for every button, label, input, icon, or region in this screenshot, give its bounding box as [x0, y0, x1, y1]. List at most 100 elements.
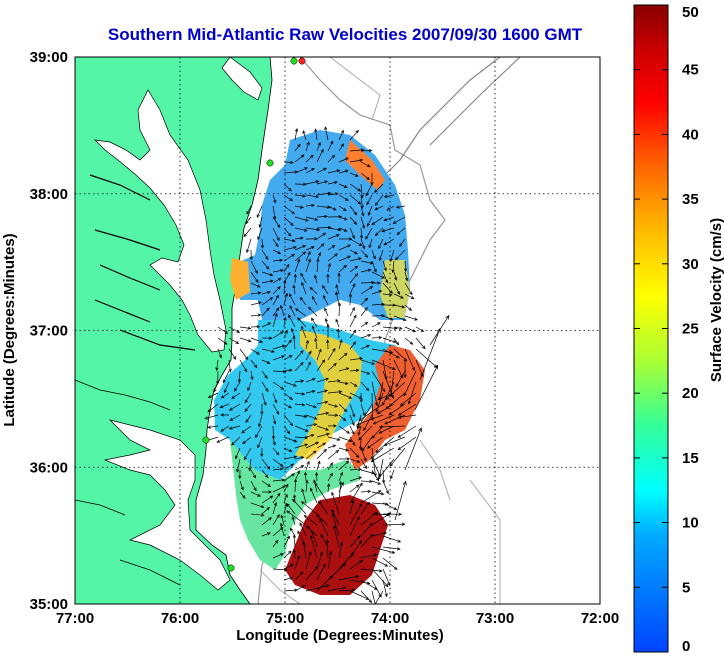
velocity-vector-head	[397, 547, 401, 551]
velocity-vector-head	[247, 339, 252, 343]
velocity-vector-head	[306, 141, 310, 146]
velocity-vector	[249, 458, 252, 471]
velocity-vector	[327, 462, 333, 471]
velocity-vector-head	[280, 269, 284, 273]
velocity-vector	[349, 447, 360, 458]
velocity-vector-head	[299, 571, 304, 576]
velocity-vector-head	[305, 339, 309, 344]
velocity-vector	[293, 549, 296, 559]
velocity-vector	[371, 271, 385, 279]
velocity-vector-head	[366, 164, 371, 168]
velocity-vector-head	[389, 462, 394, 467]
velocity-vector-head	[371, 361, 376, 365]
velocity-vector	[261, 359, 270, 364]
velocity-vector	[375, 227, 384, 236]
velocity-vector	[331, 509, 340, 526]
velocity-vector	[382, 546, 401, 550]
velocity-vector-head	[355, 129, 359, 134]
velocity-vector-head	[377, 481, 382, 485]
velocity-vector	[318, 500, 329, 515]
velocity-vector-head	[277, 286, 281, 290]
velocity-vector-head	[409, 341, 414, 345]
velocity-vector-head	[220, 428, 225, 432]
velocity-vector	[286, 503, 296, 515]
velocity-vector-head	[297, 555, 301, 559]
velocity-vector-head	[434, 364, 439, 370]
velocity-vector-head	[380, 492, 385, 496]
velocity-vector	[349, 590, 369, 600]
velocity-vector	[272, 381, 284, 390]
velocity-vector	[258, 414, 263, 427]
velocity-vector	[338, 227, 347, 232]
velocity-vector	[272, 425, 274, 439]
velocity-vector	[242, 436, 252, 444]
velocity-vector	[239, 326, 251, 329]
velocity-vector-head	[286, 503, 290, 507]
velocity-vector-head	[332, 444, 337, 448]
velocity-vector	[359, 403, 384, 421]
velocity-vector-head	[371, 221, 375, 226]
velocity-vector	[327, 234, 340, 240]
velocity-vector-head	[248, 467, 252, 472]
x-tick-label: 73:00	[476, 610, 514, 627]
velocity-vector	[371, 447, 395, 462]
velocity-vector-head	[392, 220, 397, 224]
velocity-vector-head	[311, 203, 315, 208]
velocity-vector-head	[340, 129, 344, 134]
velocity-vector	[294, 436, 308, 439]
velocity-vector-head	[313, 423, 318, 427]
velocity-vector-head	[290, 564, 294, 568]
velocity-vector-head	[384, 421, 388, 425]
velocity-vector	[272, 414, 276, 424]
velocity-vector	[250, 314, 261, 317]
velocity-vector	[327, 587, 346, 592]
velocity-vector-head	[373, 268, 377, 273]
velocity-vector	[360, 249, 368, 258]
velocity-vector-head	[237, 379, 242, 383]
velocity-vector	[327, 141, 334, 152]
velocity-vector	[377, 392, 395, 401]
velocity-vector	[272, 392, 277, 403]
velocity-vector-head	[346, 457, 351, 461]
velocity-vector	[393, 282, 400, 295]
velocity-vector	[224, 381, 230, 393]
velocity-vector-head	[293, 478, 298, 483]
velocity-vector	[382, 348, 400, 359]
velocity-vector	[349, 283, 356, 295]
velocity-vector	[404, 348, 415, 371]
velocity-vector-head	[348, 237, 353, 241]
velocity-vector-head	[364, 307, 368, 311]
velocity-vector-head	[333, 362, 337, 367]
velocity-vector	[360, 150, 372, 152]
velocity-vector-head	[334, 253, 338, 257]
velocity-vector-head	[382, 388, 386, 393]
velocity-vector-head	[364, 254, 369, 258]
velocity-vector-head	[228, 407, 233, 411]
velocity-vector-head	[293, 455, 298, 459]
velocity-vector-head	[291, 516, 295, 520]
velocity-vector-head	[269, 279, 274, 283]
velocity-vector	[217, 348, 222, 358]
velocity-vector-head	[301, 392, 306, 396]
velocity-vector-head	[303, 414, 308, 418]
velocity-vector	[293, 534, 296, 548]
velocity-vector	[294, 479, 297, 493]
radar-station-marker	[202, 436, 210, 444]
velocity-vector	[327, 539, 329, 559]
colorbar-tick-label: 45	[682, 62, 699, 79]
velocity-vector	[250, 282, 261, 288]
velocity-vector	[338, 575, 359, 581]
velocity-vectors	[204, 126, 450, 604]
velocity-vector-head	[290, 222, 294, 227]
velocity-vector	[246, 205, 252, 215]
velocity-vector-head	[258, 301, 262, 305]
velocity-vector-head	[291, 239, 296, 243]
velocity-vector	[332, 513, 340, 537]
velocity-vector-head	[315, 471, 319, 476]
velocity-vector	[390, 370, 395, 397]
velocity-vector-head	[315, 194, 320, 199]
velocity-vector-head	[260, 504, 265, 509]
velocity-vector-head	[286, 510, 290, 514]
velocity-vector	[390, 447, 406, 467]
velocity-vector	[283, 414, 293, 426]
